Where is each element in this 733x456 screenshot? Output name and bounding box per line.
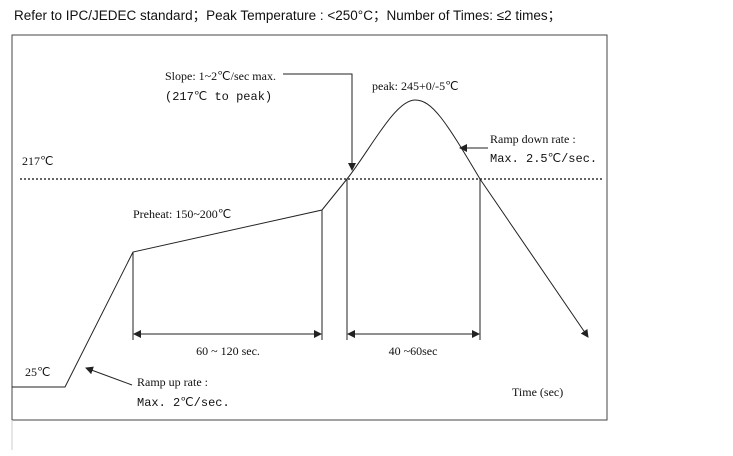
- slope-label: (217℃ to peak): [165, 90, 272, 104]
- slope-label: Slope: 1~2℃/sec max.: [165, 69, 276, 83]
- peak-label: peak: 245+0/-5℃: [372, 79, 459, 93]
- duration-label: 60 ~ 120 sec.: [196, 344, 260, 358]
- ramp-down-label: Max. 2.5℃/sec.: [490, 152, 597, 166]
- profile-curve: [12, 99, 589, 388]
- ramp-down-label: Ramp down rate :: [490, 132, 576, 146]
- x-axis-label: Time (sec): [512, 385, 563, 399]
- frame: [11, 34, 608, 421]
- slope-leader: [283, 73, 356, 171]
- preheat-label: Preheat: 150~200℃: [133, 207, 231, 221]
- duration-label: 40 ~60sec: [389, 344, 438, 358]
- ramp-up-label: Max. 2℃/sec.: [137, 396, 230, 410]
- ramp-up-label: Ramp up rate :: [137, 375, 208, 389]
- liquidus-label: 217℃: [22, 154, 53, 168]
- ramp-up-leader: [85, 366, 133, 386]
- start-temp-label: 25℃: [25, 365, 50, 379]
- header-title: Refer to IPC/JEDEC standard；Peak Tempera…: [14, 8, 561, 24]
